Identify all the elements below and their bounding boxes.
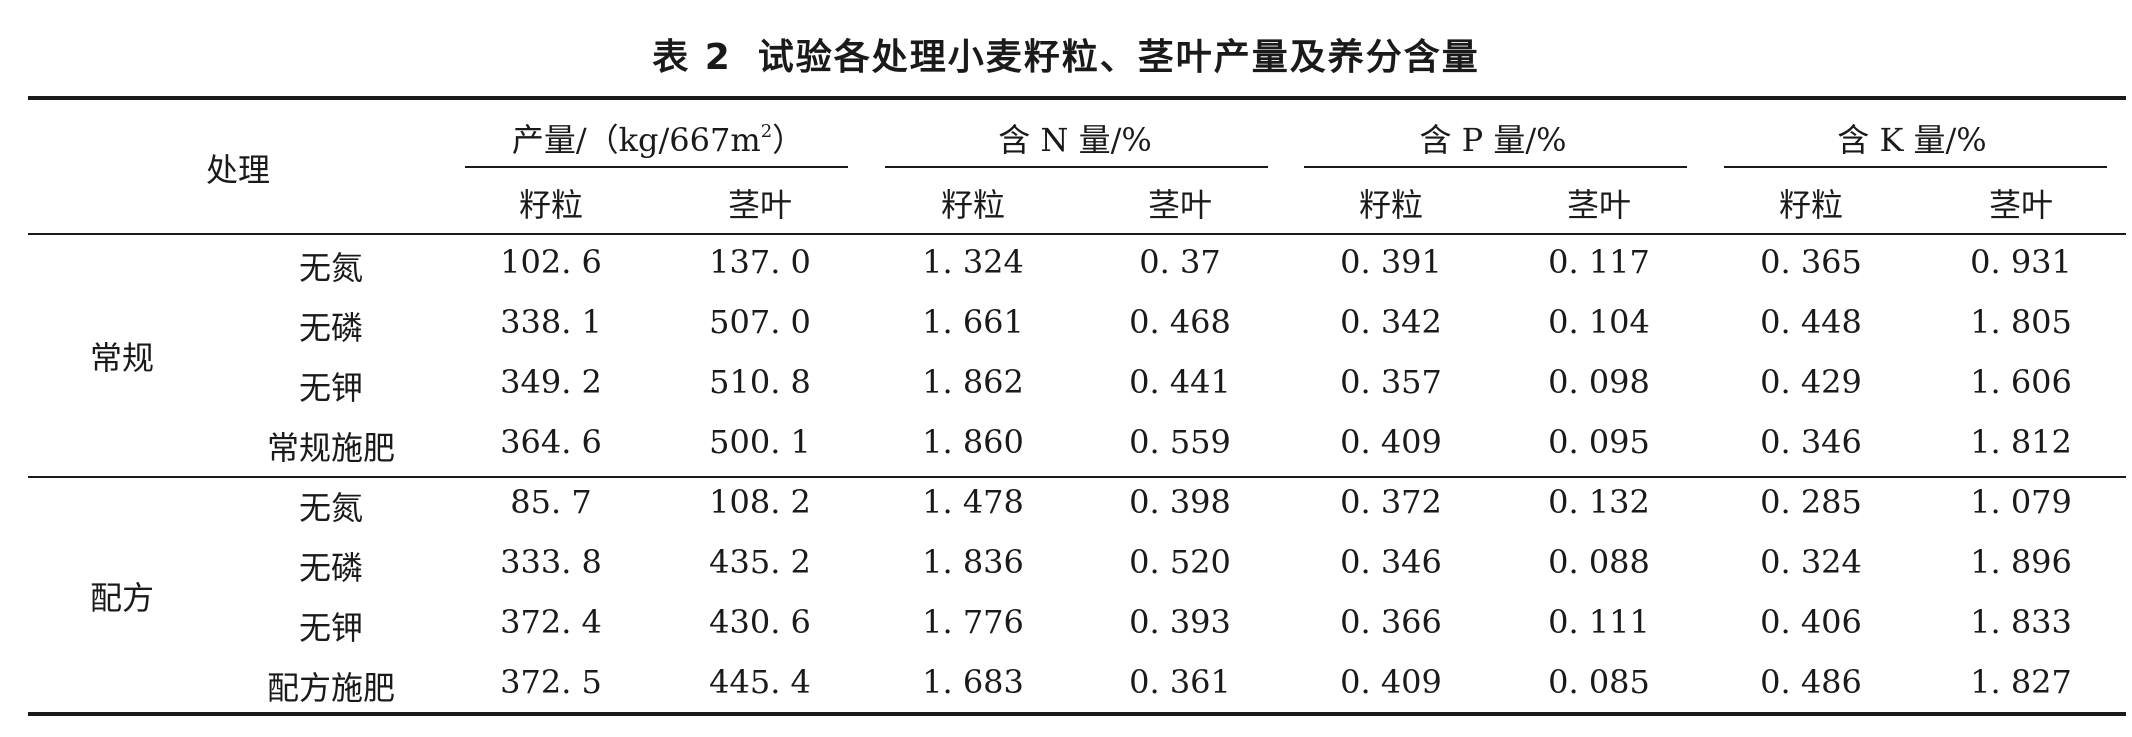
table-title: 表 2 试验各处理小麦籽粒、茎叶产量及养分含量	[0, 28, 2132, 80]
row-treatment-name: 无钾	[298, 609, 364, 647]
table-cell: 0. 559	[1129, 423, 1231, 461]
table-cell: 0. 486	[1760, 663, 1862, 701]
table-number: 表 2	[652, 37, 732, 78]
table-cell: 1. 805	[1970, 303, 2072, 341]
row-treatment-name: 无磷	[298, 309, 364, 347]
table-cell: 0. 117	[1548, 243, 1650, 281]
table-cell: 1. 776	[922, 603, 1024, 641]
section-rule	[28, 476, 2126, 478]
subheader-stem-leaf: 茎叶	[727, 186, 793, 224]
table-cell: 1. 812	[1970, 423, 2072, 461]
table-cell: 108. 2	[709, 483, 811, 521]
table-cell: 507. 0	[709, 303, 811, 341]
table-cell: 0. 342	[1340, 303, 1442, 341]
group-rule-n	[885, 166, 1268, 168]
table-cell: 0. 441	[1129, 363, 1231, 401]
table-cell: 0. 409	[1340, 663, 1442, 701]
subheader-grain: 籽粒	[1778, 186, 1844, 224]
table-cell: 500. 1	[709, 423, 811, 461]
subheader-stem-leaf: 茎叶	[1988, 186, 2054, 224]
table-cell: 445. 4	[709, 663, 811, 701]
table-cell: 1. 324	[922, 243, 1024, 281]
table-cell: 333. 8	[500, 543, 602, 581]
table-cell: 1. 833	[1970, 603, 2072, 641]
table-cell: 430. 6	[709, 603, 811, 641]
table-cell: 364. 6	[500, 423, 602, 461]
table-cell: 0. 372	[1340, 483, 1442, 521]
table-cell: 0. 406	[1760, 603, 1862, 641]
table-cell: 0. 104	[1548, 303, 1650, 341]
table-cell: 0. 37	[1139, 243, 1221, 281]
row-treatment-name: 无磷	[298, 549, 364, 587]
table-cell: 0. 366	[1340, 603, 1442, 641]
subheader-stem-leaf: 茎叶	[1566, 186, 1632, 224]
table-caption: 试验各处理小麦籽粒、茎叶产量及养分含量	[757, 37, 1480, 78]
subheader-stem-leaf: 茎叶	[1147, 186, 1213, 224]
table-cell: 0. 085	[1548, 663, 1650, 701]
table-cell: 1. 478	[922, 483, 1024, 521]
table-cell: 1. 661	[922, 303, 1024, 341]
table-cell: 1. 862	[922, 363, 1024, 401]
header-rule	[28, 233, 2126, 235]
table-cell: 349. 2	[500, 363, 602, 401]
group-rule-yield	[465, 166, 848, 168]
table-cell: 0. 520	[1129, 543, 1231, 581]
treatment-header: 处理	[205, 151, 271, 189]
table-cell: 0. 285	[1760, 483, 1862, 521]
subheader-grain: 籽粒	[1358, 186, 1424, 224]
table-cell: 0. 429	[1760, 363, 1862, 401]
table-cell: 1. 896	[1970, 543, 2072, 581]
table-cell: 372. 4	[500, 603, 602, 641]
top-rule	[28, 96, 2126, 100]
group-rule-p	[1304, 166, 1687, 168]
table-cell: 85. 7	[510, 483, 592, 521]
row-treatment-name: 无钾	[298, 369, 364, 407]
row-treatment-name: 配方施肥	[266, 669, 396, 707]
group-header-k: 含 K 量/%	[1837, 121, 1987, 159]
table-cell: 0. 111	[1548, 603, 1650, 641]
table-cell: 1. 683	[922, 663, 1024, 701]
table-cell: 0. 095	[1548, 423, 1650, 461]
table-cell: 338. 1	[500, 303, 602, 341]
table-cell: 0. 409	[1340, 423, 1442, 461]
table-cell: 0. 346	[1340, 543, 1442, 581]
section-label: 配方	[89, 579, 155, 617]
table-cell: 0. 098	[1548, 363, 1650, 401]
subheader-grain: 籽粒	[940, 186, 1006, 224]
group-header-p: 含 P 量/%	[1419, 121, 1567, 159]
row-treatment-name: 无氮	[298, 249, 364, 287]
group-header-n: 含 N 量/%	[998, 121, 1152, 159]
table-cell: 0. 931	[1970, 243, 2072, 281]
table-cell: 0. 365	[1760, 243, 1862, 281]
table-cell: 0. 468	[1129, 303, 1231, 341]
bottom-rule	[28, 712, 2126, 716]
group-header-yield: 产量/（kg/667m2）	[511, 121, 805, 159]
table-cell: 0. 088	[1548, 543, 1650, 581]
table-cell: 1. 827	[1970, 663, 2072, 701]
row-treatment-name: 常规施肥	[266, 429, 396, 467]
table-cell: 435. 2	[709, 543, 811, 581]
table-cell: 0. 324	[1760, 543, 1862, 581]
table-cell: 0. 346	[1760, 423, 1862, 461]
table-cell: 137. 0	[709, 243, 811, 281]
table-cell: 1. 079	[1970, 483, 2072, 521]
table-cell: 510. 8	[709, 363, 811, 401]
subheader-grain: 籽粒	[518, 186, 584, 224]
table-cell: 0. 398	[1129, 483, 1231, 521]
table-cell: 0. 391	[1340, 243, 1442, 281]
table-cell: 1. 860	[922, 423, 1024, 461]
table-cell: 0. 393	[1129, 603, 1231, 641]
section-label: 常规	[89, 339, 155, 377]
table-cell: 0. 132	[1548, 483, 1650, 521]
table-cell: 102. 6	[500, 243, 602, 281]
table-cell: 1. 606	[1970, 363, 2072, 401]
group-rule-k	[1724, 166, 2107, 168]
table-cell: 0. 361	[1129, 663, 1231, 701]
row-treatment-name: 无氮	[298, 489, 364, 527]
table-cell: 0. 448	[1760, 303, 1862, 341]
table-cell: 1. 836	[922, 543, 1024, 581]
table-cell: 372. 5	[500, 663, 602, 701]
table-cell: 0. 357	[1340, 363, 1442, 401]
